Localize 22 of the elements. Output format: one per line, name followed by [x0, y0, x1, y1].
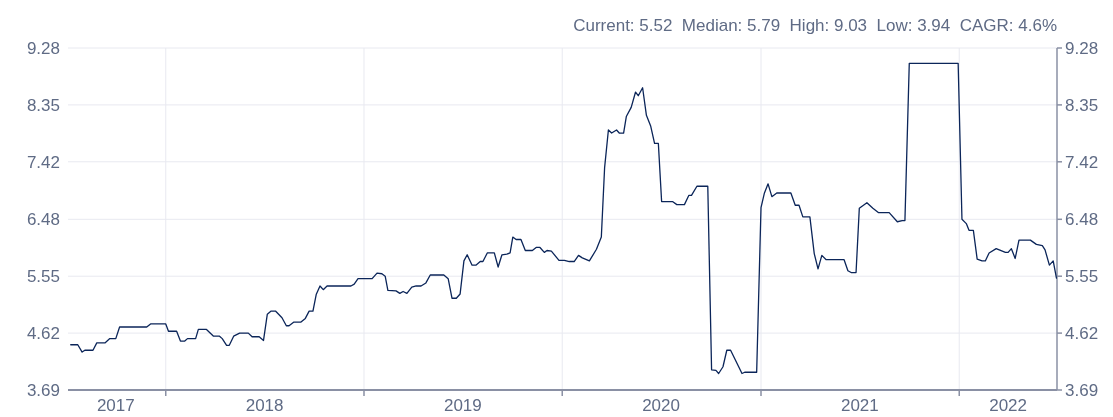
y2-tick-label: 8.35 — [1065, 95, 1099, 115]
y-tick-label: 5.55 — [26, 267, 60, 287]
chart-title: Current: 5.52 Median: 5.79 High: 9.03 Low: 3.94 CAGR: 4.6% — [573, 16, 1057, 35]
y-tick-label: 3.69 — [26, 380, 60, 400]
y2-tick-label: 9.28 — [1065, 38, 1099, 58]
y-tick-label: 9.28 — [26, 38, 60, 58]
x-tick-label: 2017 — [96, 396, 135, 415]
y2-tick-label: 7.42 — [1065, 152, 1099, 172]
y2-tick-label: 4.62 — [1065, 324, 1099, 344]
y-tick-label: 8.35 — [26, 95, 60, 115]
y2-tick-label: 5.55 — [1065, 267, 1099, 287]
y-tick-label: 4.62 — [26, 324, 60, 344]
y2-tick-label: 6.48 — [1065, 210, 1099, 230]
y-tick-label: 7.42 — [26, 152, 60, 172]
x-tick-label: 2021 — [840, 396, 879, 415]
x-tick-label: 2019 — [443, 396, 482, 415]
line-series — [70, 62, 1058, 375]
x-tick-label: 2018 — [245, 396, 284, 415]
y-tick-label: 6.48 — [26, 210, 60, 230]
x-tick-label: 2022 — [989, 396, 1028, 415]
x-tick-label: 2020 — [642, 396, 680, 415]
y2-tick-label: 3.69 — [1065, 380, 1099, 400]
